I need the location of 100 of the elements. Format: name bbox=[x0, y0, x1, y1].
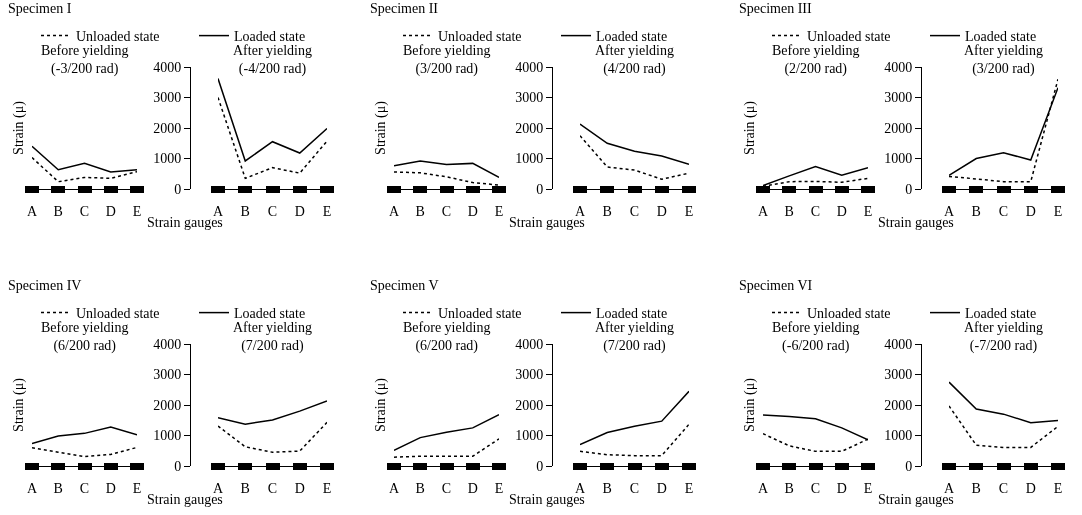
line-series bbox=[580, 134, 689, 180]
legend-label: Unloaded state bbox=[76, 29, 160, 45]
y-tick-label: 0 bbox=[174, 181, 182, 197]
x-tick-label: D bbox=[1025, 204, 1036, 220]
legend-label: Loaded state bbox=[234, 306, 306, 322]
x-tick-label: E bbox=[684, 481, 694, 497]
y-tick-label: 0 bbox=[174, 458, 182, 474]
chart-subtitle: Before yielding (-6/200 rad) bbox=[772, 320, 860, 355]
chart-title: Specimen I bbox=[8, 0, 72, 16]
x-tick-label: C bbox=[267, 481, 278, 497]
x-tick-label: E bbox=[1053, 204, 1063, 220]
x-tick-label: B bbox=[53, 204, 63, 220]
y-tick-label: 1000 bbox=[515, 428, 544, 444]
y-tick-label: 3000 bbox=[153, 90, 182, 106]
x-tick-label: C bbox=[810, 204, 821, 220]
x-tick-label: B bbox=[415, 204, 425, 220]
y-tick-label: 3000 bbox=[884, 367, 913, 383]
x-tick-label: E bbox=[322, 481, 332, 497]
line-series bbox=[218, 96, 327, 180]
y-tick-label: 2000 bbox=[884, 120, 913, 136]
y-tick-label: 2000 bbox=[884, 397, 913, 413]
x-tick-label: E bbox=[1053, 481, 1063, 497]
x-tick-label: B bbox=[602, 204, 612, 220]
line-series bbox=[580, 390, 689, 446]
legend-label: Unloaded state bbox=[807, 29, 891, 45]
chart-title: Specimen V bbox=[370, 277, 439, 293]
chart-subtitle: After yielding (7/200 rad) bbox=[233, 320, 312, 355]
chart-subtitle: After yielding (-4/200 rad) bbox=[233, 43, 312, 78]
line-series bbox=[949, 381, 1058, 424]
y-axis-title: Strain (μ) bbox=[741, 100, 758, 155]
y-tick-label: 3000 bbox=[515, 90, 544, 106]
x-tick-label: C bbox=[79, 204, 90, 220]
y-tick-label: 2000 bbox=[515, 120, 544, 136]
y-axis-title: Strain (μ) bbox=[10, 100, 27, 155]
x-tick-label: A bbox=[388, 204, 400, 220]
chart-subtitle: Before yielding (3/200 rad) bbox=[403, 43, 491, 78]
y-tick-label: 3000 bbox=[515, 367, 544, 383]
y-tick-label: 4000 bbox=[884, 59, 913, 75]
x-tick-label: D bbox=[294, 481, 305, 497]
x-tick-label: C bbox=[267, 204, 278, 220]
x-tick-label: A bbox=[26, 204, 38, 220]
legend-label: Unloaded state bbox=[438, 29, 522, 45]
y-tick-label: 1000 bbox=[153, 151, 182, 167]
x-tick-label: D bbox=[105, 204, 116, 220]
line-series bbox=[218, 77, 327, 162]
x-tick-label: E bbox=[863, 481, 873, 497]
x-tick-label: B bbox=[971, 481, 981, 497]
x-tick-label: C bbox=[810, 481, 821, 497]
x-tick-label: B bbox=[971, 204, 981, 220]
chart-subtitle: After yielding (3/200 rad) bbox=[964, 43, 1043, 78]
x-tick-label: A bbox=[26, 481, 38, 497]
line-series bbox=[580, 423, 689, 457]
x-tick-label: C bbox=[79, 481, 90, 497]
y-tick-label: 0 bbox=[536, 458, 544, 474]
legend-label: Loaded state bbox=[965, 29, 1037, 45]
legend-label: Unloaded state bbox=[76, 306, 160, 322]
x-tick-label: E bbox=[863, 204, 873, 220]
x-tick-label: B bbox=[415, 481, 425, 497]
x-tick-label: E bbox=[322, 204, 332, 220]
y-tick-label: 2000 bbox=[153, 397, 182, 413]
x-tick-label: D bbox=[656, 204, 667, 220]
line-series bbox=[218, 421, 327, 454]
legend-label: Unloaded state bbox=[807, 306, 891, 322]
x-tick-label: C bbox=[998, 481, 1009, 497]
x-tick-label: C bbox=[441, 204, 452, 220]
chart-subtitle: After yielding (-7/200 rad) bbox=[964, 320, 1043, 355]
chart-title: Specimen VI bbox=[739, 277, 813, 293]
chart-title: Specimen II bbox=[370, 0, 439, 16]
x-tick-label: B bbox=[784, 481, 794, 497]
y-tick-label: 4000 bbox=[153, 59, 182, 75]
legend-label: Loaded state bbox=[234, 29, 306, 45]
chart-subtitle: Before yielding (2/200 rad) bbox=[772, 43, 860, 78]
chart-subtitle: Before yielding (-3/200 rad) bbox=[41, 43, 129, 78]
x-tick-label: B bbox=[53, 481, 63, 497]
y-tick-label: 3000 bbox=[153, 367, 182, 383]
x-tick-label: D bbox=[1025, 481, 1036, 497]
legend-label: Loaded state bbox=[596, 306, 668, 322]
x-tick-label: D bbox=[467, 204, 478, 220]
x-tick-label: A bbox=[757, 204, 769, 220]
y-axis-title: Strain (μ) bbox=[10, 377, 27, 432]
y-axis-title: Strain (μ) bbox=[372, 377, 389, 432]
legend-label: Unloaded state bbox=[438, 306, 522, 322]
x-tick-label: B bbox=[240, 481, 250, 497]
y-tick-label: 1000 bbox=[515, 151, 544, 167]
y-tick-label: 4000 bbox=[515, 336, 544, 352]
y-tick-label: 1000 bbox=[884, 151, 913, 167]
legend-label: Loaded state bbox=[965, 306, 1037, 322]
x-tick-label: E bbox=[494, 481, 504, 497]
y-tick-label: 3000 bbox=[884, 90, 913, 106]
y-tick-label: 0 bbox=[536, 181, 544, 197]
chart-title: Specimen IV bbox=[8, 277, 82, 293]
x-tick-label: D bbox=[836, 481, 847, 497]
y-axis-title: Strain (μ) bbox=[741, 377, 758, 432]
line-series bbox=[580, 123, 689, 166]
x-tick-label: C bbox=[629, 204, 640, 220]
x-tick-label: B bbox=[240, 204, 250, 220]
x-tick-label: B bbox=[784, 204, 794, 220]
y-tick-label: 1000 bbox=[884, 428, 913, 444]
x-tick-label: E bbox=[132, 204, 142, 220]
x-tick-label: A bbox=[388, 481, 400, 497]
